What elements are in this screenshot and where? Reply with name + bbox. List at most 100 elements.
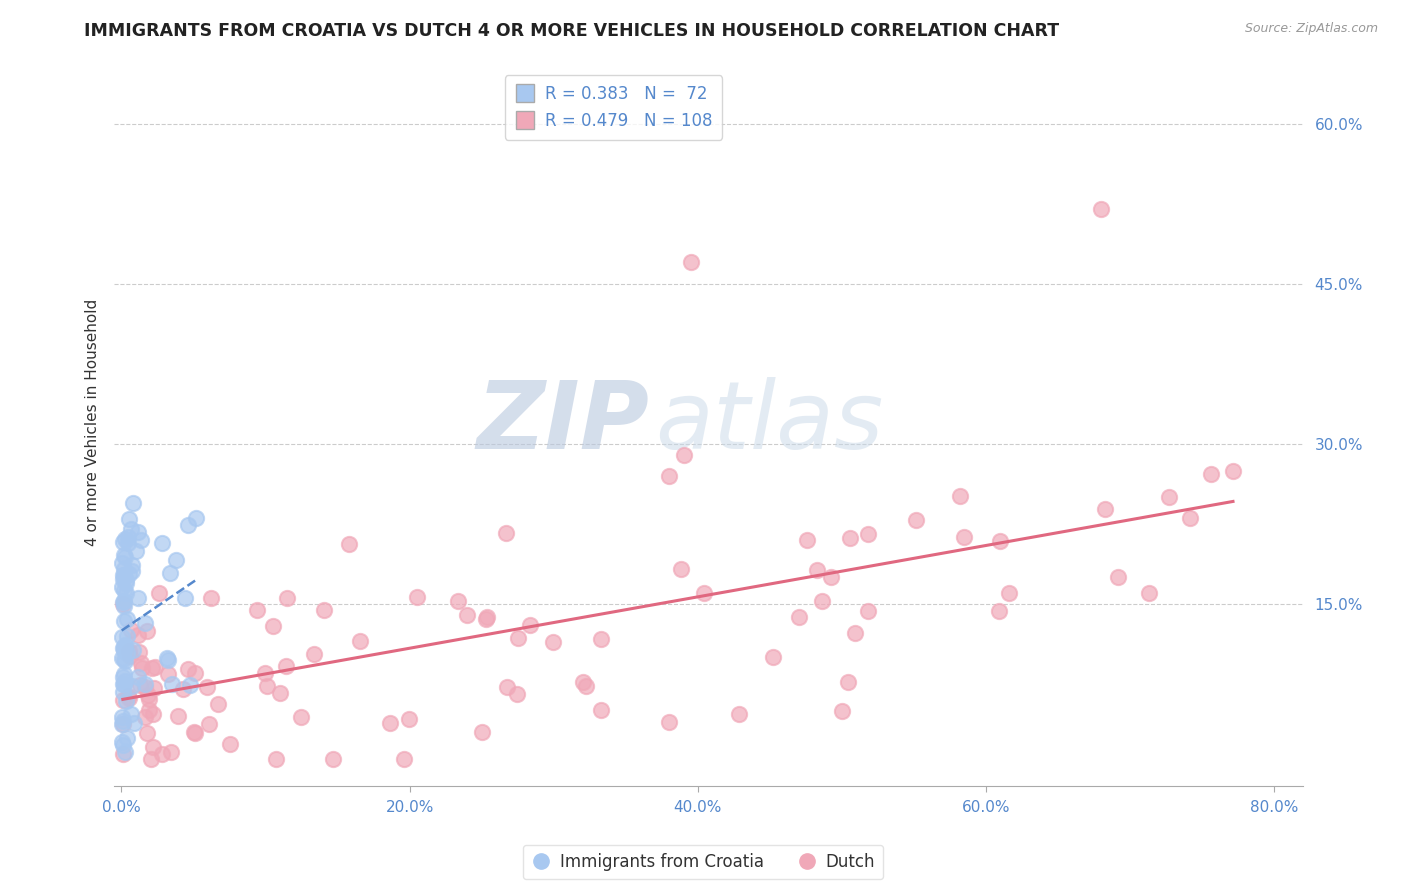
- Point: [117, 512, 139, 526]
- Point: [508, 631, 530, 645]
- Text: ZIP: ZIP: [477, 376, 650, 468]
- Point: [118, 567, 141, 582]
- Point: [264, 752, 287, 766]
- Point: [127, 591, 149, 605]
- Point: [669, 562, 692, 576]
- Point: [177, 662, 200, 676]
- Point: [118, 691, 141, 706]
- Point: [122, 642, 145, 657]
- Point: [162, 676, 184, 690]
- Point: [128, 645, 150, 659]
- Point: [111, 630, 134, 644]
- Point: [1090, 202, 1112, 216]
- Point: [831, 704, 853, 718]
- Point: [456, 607, 478, 622]
- Point: [174, 591, 197, 606]
- Point: [837, 675, 859, 690]
- Point: [114, 576, 136, 591]
- Point: [111, 684, 134, 698]
- Point: [253, 666, 276, 681]
- Point: [112, 747, 135, 761]
- Point: [112, 572, 135, 586]
- Point: [115, 694, 138, 708]
- Point: [839, 531, 862, 545]
- Point: [575, 679, 598, 693]
- Point: [477, 609, 499, 624]
- Point: [796, 533, 818, 547]
- Point: [112, 548, 135, 562]
- Point: [111, 692, 134, 706]
- Point: [658, 714, 681, 729]
- Point: [112, 716, 135, 731]
- Point: [111, 670, 134, 684]
- Point: [349, 634, 371, 648]
- Point: [112, 643, 135, 657]
- Point: [148, 586, 170, 600]
- Point: [115, 629, 138, 643]
- Point: [406, 590, 429, 604]
- Point: [953, 530, 976, 544]
- Point: [117, 646, 139, 660]
- Point: [1137, 586, 1160, 600]
- Point: [541, 634, 564, 648]
- Point: [111, 735, 134, 749]
- Point: [276, 591, 298, 605]
- Point: [150, 747, 173, 761]
- Point: [112, 583, 135, 598]
- Point: [142, 707, 165, 722]
- Point: [112, 593, 135, 607]
- Point: [125, 543, 148, 558]
- Point: [111, 640, 134, 655]
- Point: [172, 681, 194, 696]
- Point: [114, 673, 136, 688]
- Point: [519, 618, 541, 632]
- Point: [571, 675, 593, 690]
- Point: [112, 614, 135, 628]
- Point: [114, 745, 136, 759]
- Point: [112, 562, 135, 576]
- Point: [692, 586, 714, 600]
- Point: [471, 725, 494, 739]
- Point: [475, 612, 498, 626]
- Point: [218, 737, 240, 751]
- Point: [112, 568, 135, 582]
- Point: [142, 739, 165, 754]
- Point: [112, 677, 135, 691]
- Point: [904, 513, 927, 527]
- Point: [184, 725, 207, 739]
- Text: Source: ZipAtlas.com: Source: ZipAtlas.com: [1244, 22, 1378, 36]
- Point: [179, 678, 201, 692]
- Point: [118, 644, 141, 658]
- Point: [1222, 464, 1244, 478]
- Point: [166, 709, 188, 723]
- Point: [121, 565, 143, 579]
- Point: [127, 670, 149, 684]
- Point: [117, 536, 139, 550]
- Point: [496, 680, 519, 694]
- Point: [127, 524, 149, 539]
- Point: [256, 679, 278, 693]
- Point: [262, 619, 284, 633]
- Point: [115, 731, 138, 745]
- Point: [127, 628, 149, 642]
- Point: [150, 536, 173, 550]
- Point: [183, 725, 205, 739]
- Point: [115, 586, 138, 600]
- Point: [856, 527, 879, 541]
- Point: [136, 688, 159, 702]
- Point: [112, 714, 135, 728]
- Point: [398, 712, 420, 726]
- Point: [111, 650, 134, 665]
- Point: [728, 706, 751, 721]
- Point: [134, 681, 156, 695]
- Point: [120, 649, 142, 664]
- Point: [302, 647, 325, 661]
- Point: [121, 679, 143, 693]
- Point: [495, 526, 517, 541]
- Legend: R = 0.383   N =  72, R = 0.479   N = 108: R = 0.383 N = 72, R = 0.479 N = 108: [505, 75, 723, 139]
- Point: [269, 686, 291, 700]
- Point: [112, 652, 135, 666]
- Point: [157, 666, 180, 681]
- Point: [314, 602, 336, 616]
- Point: [114, 638, 136, 652]
